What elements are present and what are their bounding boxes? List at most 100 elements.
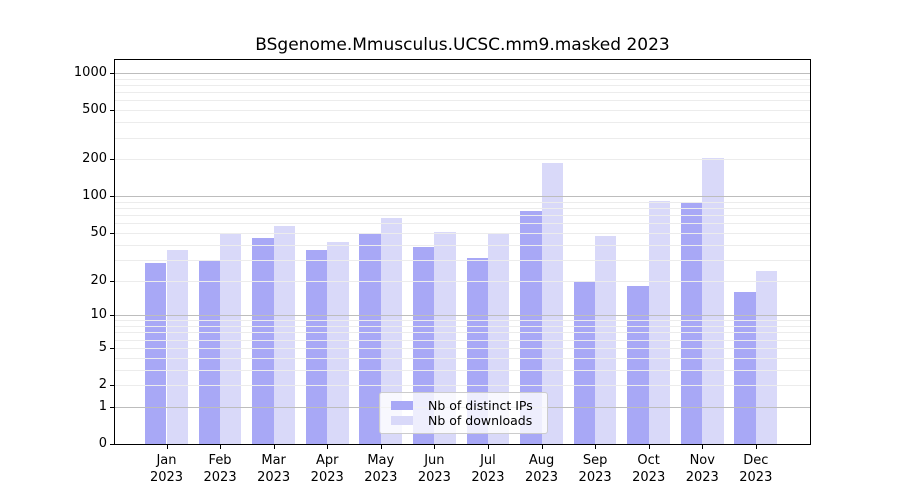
x-axis-tick-label: Oct 2023 [620,452,678,486]
year-label: 2023 [149,470,184,485]
month-label: Feb [208,453,232,468]
y-axis-tick-label: 0 [98,436,107,451]
bar-downloads [166,250,188,444]
minor-gridline [115,223,810,225]
minor-gridline [115,339,810,341]
major-gridline [115,196,810,198]
bar-distinct-ips [252,238,274,444]
year-label: 2023 [364,470,398,485]
bar-distinct-ips [734,291,756,444]
x-axis-tick-label: Apr 2023 [298,452,356,486]
x-axis-tick-label: Nov 2023 [673,452,731,486]
minor-gridline [115,100,810,102]
minor-gridline [115,244,810,246]
minor-gridline [115,369,810,371]
y-axis-tick-label: 5 [98,339,107,355]
bar-distinct-ips [359,233,381,444]
legend-label-downloads: Nb of downloads [428,413,533,428]
month-label: Apr [315,453,339,468]
x-tick-mark [702,445,704,449]
x-axis-tick-label: May 2023 [352,452,410,486]
y-axis-tick-label: 1 [98,398,107,414]
y-axis-tick-label: 20 [90,272,107,288]
major-gridline [115,315,810,317]
month-label: Dec [743,453,769,468]
minor-gridline [115,280,810,282]
legend-swatch-downloads [391,416,413,425]
x-axis-tick-label: Feb 2023 [191,452,249,486]
y-axis-tick-label: 50 [90,224,107,240]
bar-distinct-ips [305,250,328,444]
x-axis-tick-label: Jun 2023 [405,452,463,486]
y-tick-mark [110,385,115,386]
y-tick-mark [110,406,115,408]
x-tick-mark [648,445,650,449]
minor-gridline [115,201,810,203]
y-tick-mark [110,196,115,198]
month-label: Aug [528,453,555,468]
bar-downloads [648,200,671,444]
minor-gridline [115,78,810,80]
x-tick-mark [541,445,543,449]
bar-distinct-ips [573,280,596,444]
y-tick-mark [110,73,115,74]
x-tick-mark [595,445,597,449]
bar-distinct-ips [680,202,703,444]
legend-entry-downloads: Nb of downloads [386,413,541,428]
year-label: 2023 [685,470,719,485]
year-label: 2023 [632,470,666,485]
y-tick-mark [110,444,115,445]
y-axis-tick-label: 1000 [73,65,107,80]
minor-gridline [115,159,810,161]
x-tick-mark [327,445,329,449]
x-axis-tick-label: Dec 2023 [727,452,785,486]
y-tick-mark [110,159,115,161]
x-tick-mark [487,445,489,449]
year-label: 2023 [257,470,291,485]
legend-entry-distinct-ips: Nb of distinct IPs [386,398,541,413]
year-label: 2023 [471,470,505,485]
bar-distinct-ips [198,259,221,444]
year-label: 2023 [578,470,612,485]
bar-distinct-ips [145,263,167,444]
x-axis-tick-label: Sep 2023 [566,452,624,486]
year-label: 2023 [417,470,451,485]
legend-swatch-distinct-ips [391,401,413,410]
minor-gridline [115,110,810,112]
legend: Nb of distinct IPs Nb of downloads [379,392,548,434]
minor-gridline [115,137,810,139]
minor-gridline [115,215,810,217]
month-label: Jul [480,453,496,468]
x-axis-tick-label: Jul 2023 [459,452,517,486]
y-axis-tick-label: 2 [98,377,107,392]
year-label: 2023 [524,470,559,485]
month-label: May [367,453,395,468]
month-label: Jun [424,453,445,468]
minor-gridline [115,259,810,261]
minor-gridline [115,385,810,386]
x-tick-mark [434,445,436,449]
bar-downloads [220,232,242,444]
y-axis-tick-label: 100 [82,188,107,204]
minor-gridline [115,84,810,86]
bar-downloads [273,225,296,444]
minor-gridline [115,357,810,359]
bar-downloads [327,242,349,444]
minor-gridline [115,208,810,210]
minor-gridline [115,320,810,322]
y-axis-tick-label: 200 [82,151,107,167]
legend-label-distinct-ips: Nb of distinct IPs [428,398,533,413]
chart-title: BSgenome.Mmusculus.UCSC.mm9.masked 2023 [255,35,670,55]
x-axis-tick-label: Aug 2023 [513,452,571,486]
year-label: 2023 [310,470,344,485]
bar-downloads [702,157,724,444]
x-axis-tick-label: Jan 2023 [138,452,196,486]
minor-gridline [115,326,810,327]
y-axis-tick-label: 500 [82,102,107,118]
x-axis-tick-label: Mar 2023 [245,452,303,486]
x-tick-mark [380,445,382,449]
minor-gridline [115,332,810,334]
x-tick-mark [273,445,275,449]
minor-gridline [115,92,810,94]
